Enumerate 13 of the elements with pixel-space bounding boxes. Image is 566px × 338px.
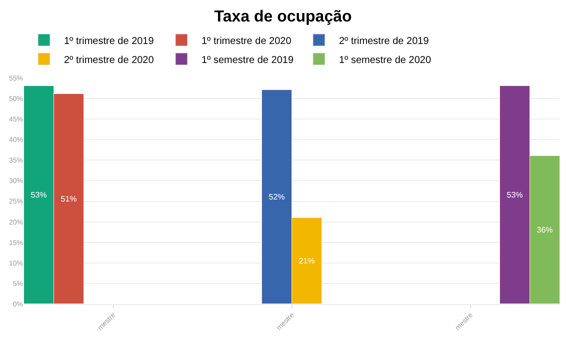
text: 53% <box>506 190 523 200</box>
legend-label: 1º semestre de 2020 <box>338 54 432 66</box>
legend-label: 2º trimestre de 2020 <box>64 54 154 66</box>
legend-label: 2º trimestre de 2019 <box>338 36 430 47</box>
legend-label: 1º trimestre de 2019 <box>64 36 154 47</box>
legend-label: 1º semestre de 2019 <box>201 54 294 66</box>
legend-label: 1º trimestre de 2020 <box>201 36 292 47</box>
text: 52% <box>268 192 285 202</box>
chart-title: Taxa de ocupação <box>214 8 352 26</box>
text: 21% <box>298 256 315 266</box>
text: 51% <box>60 194 77 204</box>
text: 53% <box>30 190 47 200</box>
text: 36% <box>536 225 553 234</box>
